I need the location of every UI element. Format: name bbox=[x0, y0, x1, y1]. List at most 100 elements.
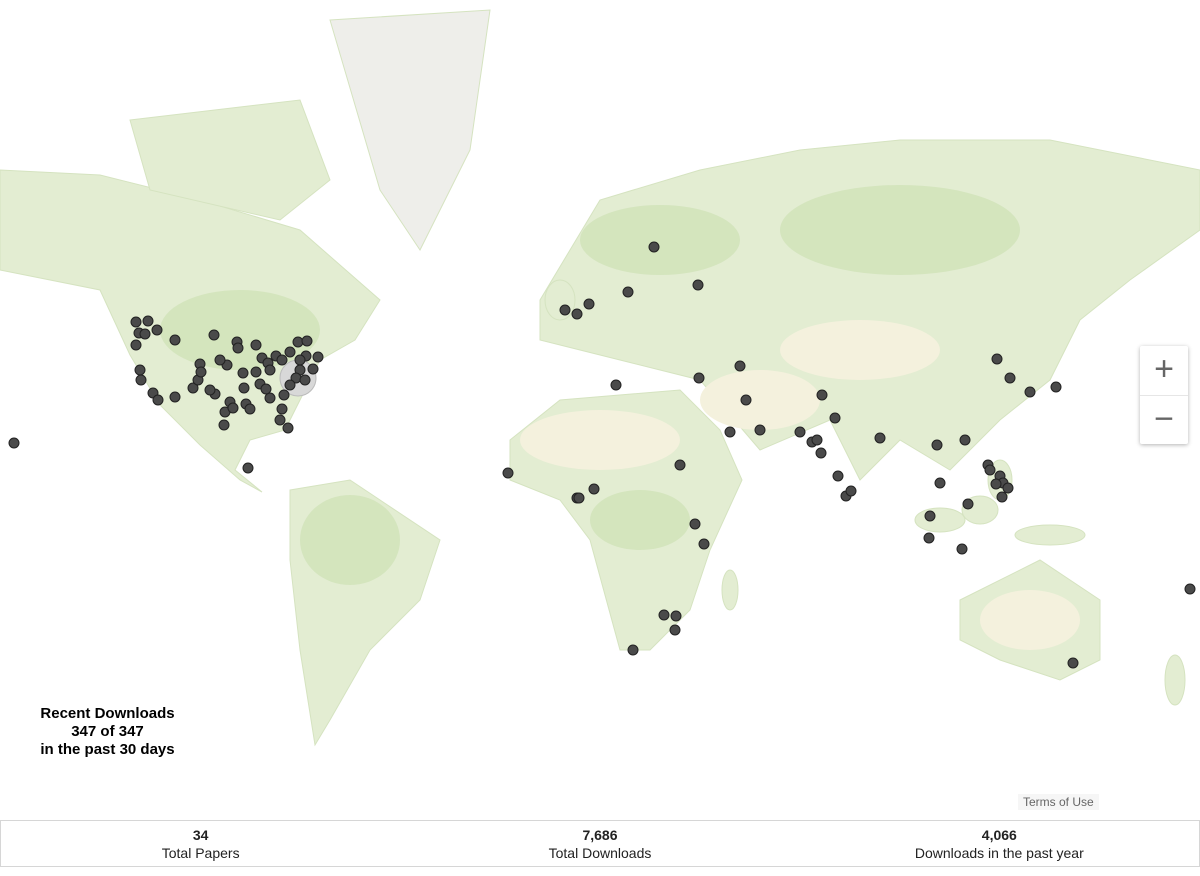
forest bbox=[580, 205, 740, 275]
download-marker[interactable] bbox=[794, 426, 806, 438]
download-marker[interactable] bbox=[312, 351, 324, 363]
download-marker[interactable] bbox=[845, 485, 857, 497]
download-marker[interactable] bbox=[658, 609, 670, 621]
recent-downloads: Recent Downloads 347 of 347 in the past … bbox=[20, 705, 195, 759]
download-marker[interactable] bbox=[299, 374, 311, 386]
download-marker[interactable] bbox=[274, 414, 286, 426]
download-marker[interactable] bbox=[276, 403, 288, 415]
zoom-out[interactable]: − bbox=[1154, 400, 1174, 438]
download-marker[interactable] bbox=[1004, 372, 1016, 384]
download-marker[interactable] bbox=[151, 324, 163, 336]
download-marker[interactable] bbox=[959, 434, 971, 446]
download-marker[interactable] bbox=[502, 467, 514, 479]
download-marker[interactable] bbox=[815, 447, 827, 459]
greenland bbox=[329, 9, 491, 251]
zoom-control: + − bbox=[1140, 346, 1188, 444]
download-marker[interactable] bbox=[984, 464, 996, 476]
stat-label: Total Papers bbox=[161, 845, 240, 861]
download-marker[interactable] bbox=[740, 394, 752, 406]
download-marker[interactable] bbox=[1184, 583, 1196, 595]
download-marker[interactable] bbox=[754, 424, 766, 436]
download-marker[interactable] bbox=[674, 459, 686, 471]
download-marker[interactable] bbox=[627, 644, 639, 656]
download-marker[interactable] bbox=[139, 328, 151, 340]
download-marker[interactable] bbox=[573, 492, 585, 504]
download-marker[interactable] bbox=[284, 379, 296, 391]
download-marker[interactable] bbox=[571, 308, 583, 320]
terms-link[interactable]: Terms of Use bbox=[1018, 794, 1099, 810]
download-marker[interactable] bbox=[874, 432, 886, 444]
download-marker[interactable] bbox=[583, 298, 595, 310]
download-marker[interactable] bbox=[648, 241, 660, 253]
download-marker[interactable] bbox=[142, 315, 154, 327]
download-marker[interactable] bbox=[169, 391, 181, 403]
download-marker[interactable] bbox=[187, 382, 199, 394]
download-marker[interactable] bbox=[301, 335, 313, 347]
download-marker[interactable] bbox=[1002, 482, 1014, 494]
download-marker[interactable] bbox=[991, 353, 1003, 365]
download-marker[interactable] bbox=[811, 434, 823, 446]
download-marker[interactable] bbox=[264, 392, 276, 404]
download-marker[interactable] bbox=[195, 366, 207, 378]
download-marker[interactable] bbox=[559, 304, 571, 316]
download-marker[interactable] bbox=[669, 624, 681, 636]
download-marker[interactable] bbox=[1050, 381, 1062, 393]
download-marker[interactable] bbox=[724, 426, 736, 438]
zoom-in[interactable]: + bbox=[1140, 346, 1188, 396]
download-marker[interactable] bbox=[135, 374, 147, 386]
download-marker[interactable] bbox=[232, 342, 244, 354]
download-marker[interactable] bbox=[242, 462, 254, 474]
download-marker[interactable] bbox=[931, 439, 943, 451]
download-marker[interactable] bbox=[956, 543, 968, 555]
download-marker[interactable] bbox=[588, 483, 600, 495]
download-marker[interactable] bbox=[282, 422, 294, 434]
download-marker[interactable] bbox=[962, 498, 974, 510]
download-marker[interactable] bbox=[208, 329, 220, 341]
download-marker[interactable] bbox=[227, 402, 239, 414]
download-marker[interactable] bbox=[152, 394, 164, 406]
stat: 4,066 Downloads in the past year bbox=[800, 821, 1199, 866]
download-marker[interactable] bbox=[610, 379, 622, 391]
forest bbox=[300, 495, 400, 585]
download-marker[interactable] bbox=[244, 403, 256, 415]
download-marker[interactable] bbox=[1067, 657, 1079, 669]
download-marker[interactable] bbox=[692, 279, 704, 291]
download-marker[interactable] bbox=[622, 286, 634, 298]
download-marker[interactable] bbox=[284, 346, 296, 358]
download-marker[interactable] bbox=[130, 316, 142, 328]
download-marker[interactable] bbox=[276, 354, 288, 366]
download-marker[interactable] bbox=[264, 364, 276, 376]
download-marker[interactable] bbox=[832, 470, 844, 482]
download-marker[interactable] bbox=[250, 339, 262, 351]
download-marker[interactable] bbox=[278, 389, 290, 401]
download-marker[interactable] bbox=[214, 354, 226, 366]
download-marker[interactable] bbox=[693, 372, 705, 384]
download-marker[interactable] bbox=[1024, 386, 1036, 398]
download-marker[interactable] bbox=[294, 354, 306, 366]
download-marker[interactable] bbox=[689, 518, 701, 530]
download-marker[interactable] bbox=[829, 412, 841, 424]
download-marker[interactable] bbox=[218, 419, 230, 431]
download-marker[interactable] bbox=[8, 437, 20, 449]
download-marker[interactable] bbox=[292, 336, 304, 348]
stat-value: 7,686 bbox=[582, 827, 618, 843]
download-marker[interactable] bbox=[990, 478, 1002, 490]
download-marker[interactable] bbox=[670, 610, 682, 622]
download-marker[interactable] bbox=[169, 334, 181, 346]
download-marker[interactable] bbox=[238, 382, 250, 394]
download-marker[interactable] bbox=[307, 363, 319, 375]
download-marker[interactable] bbox=[996, 491, 1008, 503]
download-marker[interactable] bbox=[734, 360, 746, 372]
download-marker[interactable] bbox=[923, 532, 935, 544]
download-marker[interactable] bbox=[816, 389, 828, 401]
island bbox=[914, 507, 966, 533]
download-marker[interactable] bbox=[698, 538, 710, 550]
download-marker[interactable] bbox=[934, 477, 946, 489]
download-marker[interactable] bbox=[924, 510, 936, 522]
download-marker[interactable] bbox=[260, 383, 272, 395]
download-marker[interactable] bbox=[250, 366, 262, 378]
download-marker[interactable] bbox=[130, 339, 142, 351]
download-marker[interactable] bbox=[134, 364, 146, 376]
download-marker[interactable] bbox=[204, 384, 216, 396]
download-marker[interactable] bbox=[237, 367, 249, 379]
